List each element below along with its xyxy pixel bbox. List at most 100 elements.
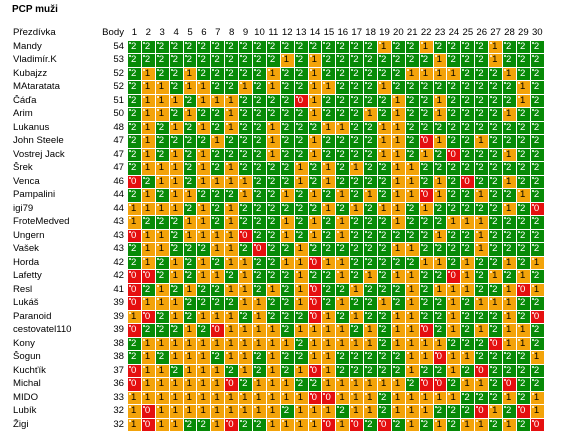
player-points: 39 (113, 324, 124, 335)
round-result-cell: 1 (141, 162, 155, 175)
round-result-cell: 2 (266, 243, 280, 256)
round-result-cell: 2 (225, 54, 239, 67)
round-result-cell: 1 (433, 54, 447, 67)
round-result-cell: 2 (197, 297, 211, 310)
round-result-cell: 1 (405, 270, 419, 283)
round-result-cell: 2 (447, 189, 461, 202)
round-result-cell: 2 (322, 40, 336, 53)
round-result-cell: 1 (308, 94, 322, 107)
player-points: 43 (113, 229, 124, 241)
round-result-cell: 2 (447, 94, 461, 107)
round-result-cell: 2 (391, 67, 405, 80)
round-result-cell: 2 (503, 81, 516, 94)
round-result-cell: 1 (211, 337, 225, 350)
player-name: Lafetty (13, 270, 42, 281)
round-result-cell: 1 (308, 81, 322, 94)
round-result-cell: 2 (155, 54, 169, 67)
round-result-cell: 1 (169, 405, 183, 418)
round-result-cell: 1 (516, 189, 530, 202)
round-result-cell: 1 (391, 202, 405, 215)
round-result-cell: 1 (447, 297, 461, 310)
round-result-cell: 1 (225, 310, 239, 323)
round-result-cell: 2 (489, 121, 503, 134)
round-result-cell: 1 (378, 378, 391, 391)
round-result-cell: 1 (225, 216, 239, 229)
round-result-cell: 1 (266, 283, 280, 296)
player-points: 52 (113, 67, 124, 79)
player-points: 37 (113, 364, 124, 376)
round-result-cell: 2 (253, 162, 266, 175)
round-result-cell: 2 (253, 94, 266, 107)
round-result-cell: 2 (405, 202, 419, 215)
round-result-cell: 1 (155, 364, 169, 377)
round-result-cell: 1 (350, 310, 364, 323)
round-result-cell: 1 (308, 148, 322, 161)
round-result-cell: 2 (391, 40, 405, 53)
player-name: Ungern (13, 229, 45, 241)
round-result-cell: 0 (530, 202, 544, 215)
round-header: 29 (518, 27, 529, 38)
round-result-cell: 1 (141, 337, 155, 350)
round-result-cell: 2 (350, 297, 364, 310)
round-result-cell: 1 (266, 67, 280, 80)
round-result-cell: 2 (141, 175, 155, 188)
round-result-cell: 1 (211, 418, 225, 431)
round-result-cell: 2 (155, 135, 169, 148)
round-result-cell: 1 (169, 337, 183, 350)
round-result-cell: 1 (475, 324, 489, 337)
round-result-cell: 0 (447, 270, 461, 283)
round-result-cell: 1 (183, 108, 197, 121)
round-result-cell: 1 (197, 310, 211, 323)
round-result-cell: 2 (197, 135, 211, 148)
round-header: 19 (379, 27, 390, 38)
round-result-cell: 2 (294, 310, 308, 323)
round-result-cell: 2 (308, 162, 322, 175)
round-result-cell: 2 (183, 256, 197, 269)
round-result-cell: 1 (336, 337, 350, 350)
round-result-cell: 2 (378, 364, 391, 377)
round-result-cell: 2 (405, 378, 419, 391)
player-points: 38 (113, 351, 124, 362)
round-result-cell: 1 (461, 418, 475, 431)
round-result-cell: 2 (294, 67, 308, 80)
player-points: 36 (113, 378, 124, 389)
round-header: 14 (309, 27, 321, 38)
round-result-cell: 2 (350, 351, 364, 364)
round-result-cell: 2 (433, 405, 447, 418)
round-result-cell: 2 (419, 297, 433, 310)
round-result-cell: 2 (364, 94, 378, 107)
round-result-cell: 2 (364, 351, 378, 364)
round-result-cell: 1 (364, 337, 378, 350)
round-result-cell: 2 (308, 378, 322, 391)
round-result-cell: 2 (253, 135, 266, 148)
player-row: MAtaratata 52 2 1 1 2 1 1 2 2 1 2 1 2 2 1 1 2 2 2 1 2 2 2 2 2 2 2 2 2… (12, 81, 544, 94)
player-name: Šogun (13, 351, 41, 362)
round-result-cell: 1 (447, 364, 461, 377)
round-result-cell: 1 (294, 324, 308, 337)
round-result-cell: 2 (475, 270, 489, 283)
round-result-cell: 1 (503, 337, 516, 350)
round-result-cell: 0 (308, 391, 322, 404)
player-points: 47 (113, 135, 124, 146)
round-result-cell: 2 (128, 135, 141, 148)
round-result-cell: 2 (419, 270, 433, 283)
round-result-cell: 1 (239, 297, 253, 310)
round-result-cell: 2 (239, 162, 253, 175)
round-result-cell: 1 (405, 405, 419, 418)
round-result-cell: 2 (447, 175, 461, 188)
round-result-cell: 2 (253, 351, 266, 364)
round-result-cell: 1 (405, 297, 419, 310)
player-row: Mandy 54 2 2 2 2 2 2 2 2 2 2 2 2 2 2 2 2 2 2 1 2 2 1 2 2 2 2 1 2 2 2 (12, 40, 544, 53)
round-result-cell: 2 (419, 243, 433, 256)
round-result-cell: 1 (141, 378, 155, 391)
round-result-cell: 1 (322, 121, 336, 134)
round-result-cell: 2 (461, 229, 475, 242)
round-result-cell: 2 (530, 40, 544, 53)
round-result-cell: 1 (503, 148, 516, 161)
round-result-cell: 2 (447, 81, 461, 94)
round-result-cell: 1 (391, 405, 405, 418)
round-result-cell: 1 (141, 108, 155, 121)
round-result-cell: 1 (211, 310, 225, 323)
round-result-cell: 1 (322, 162, 336, 175)
round-result-cell: 2 (530, 378, 544, 391)
